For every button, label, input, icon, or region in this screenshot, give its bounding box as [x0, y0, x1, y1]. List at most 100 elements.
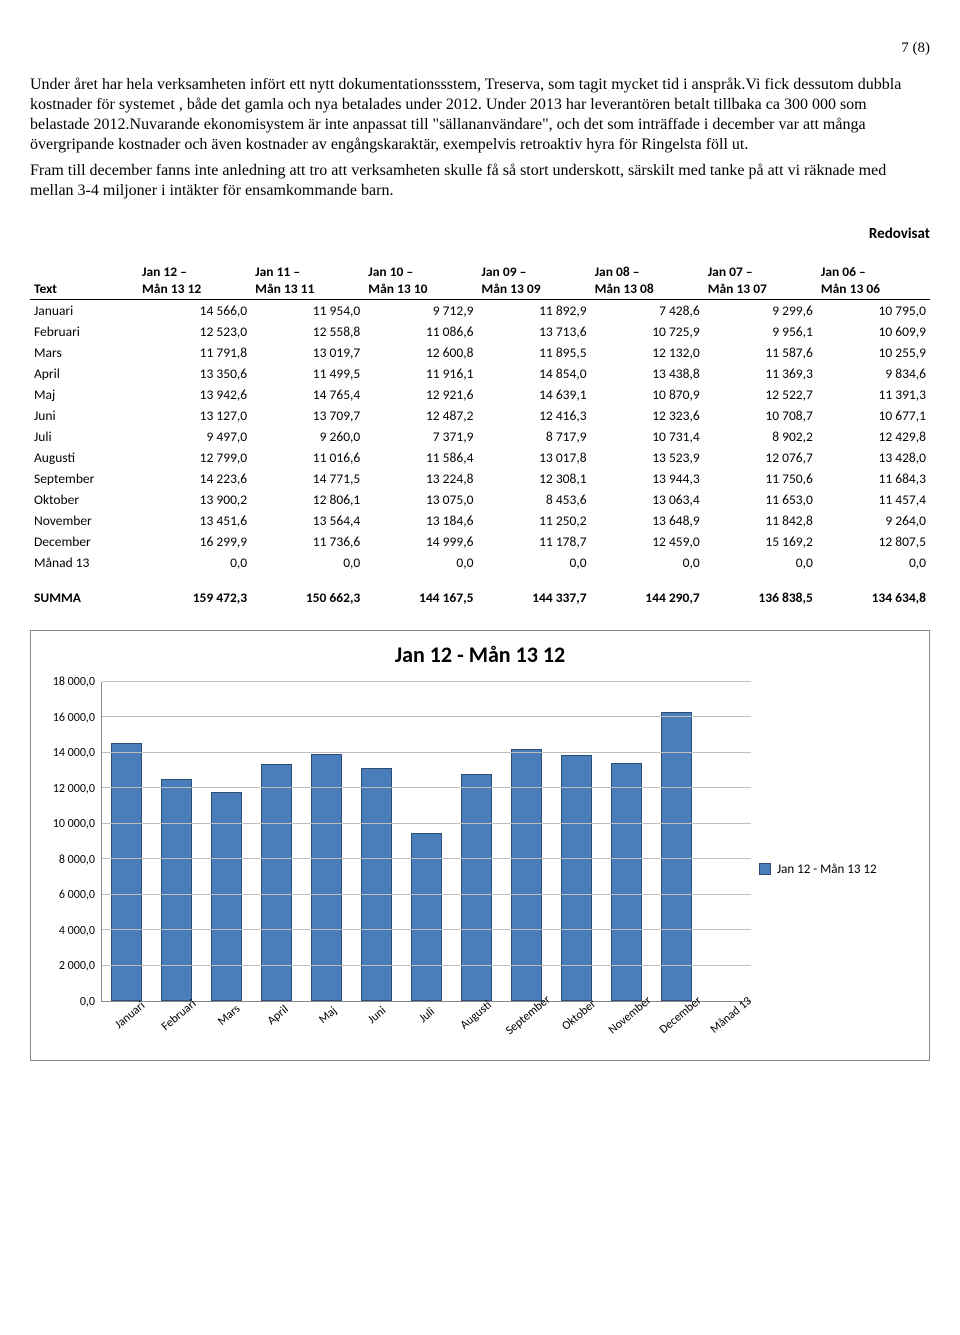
legend-swatch — [759, 863, 771, 875]
cell: 14 639,1 — [477, 384, 590, 405]
cell: 0,0 — [591, 552, 704, 573]
row-label: April — [30, 363, 138, 384]
cell: 13 648,9 — [591, 510, 704, 531]
row-label: Mars — [30, 342, 138, 363]
cell: 11 736,6 — [251, 531, 364, 552]
sum-cell: 159 472,3 — [138, 579, 251, 608]
paragraph-2: Fram till december fanns inte anledning … — [30, 161, 930, 201]
y-tick-label: 16 000,0 — [53, 711, 95, 725]
cell: 13 184,6 — [364, 510, 477, 531]
row-label: Januari — [30, 300, 138, 322]
cell: 0,0 — [817, 552, 930, 573]
bar-slot — [152, 682, 202, 1001]
header-col-2: Jan 10 –Mån 13 10 — [364, 261, 477, 300]
cell: 0,0 — [251, 552, 364, 573]
bar — [461, 774, 492, 1001]
cell: 14 999,6 — [364, 531, 477, 552]
header-col-6: Jan 06 –Mån 13 06 — [817, 261, 930, 300]
cell: 9 264,0 — [817, 510, 930, 531]
cell: 15 169,2 — [704, 531, 817, 552]
header-text: Text — [30, 261, 138, 300]
y-tick-label: 8 000,0 — [59, 853, 95, 867]
table-row: Juli9 497,09 260,07 371,98 717,910 731,4… — [30, 426, 930, 447]
y-tick-label: 10 000,0 — [53, 817, 95, 831]
row-label: Februari — [30, 321, 138, 342]
gridline — [102, 858, 751, 859]
gridline — [102, 929, 751, 930]
bar — [661, 712, 692, 1001]
cell: 12 416,3 — [477, 405, 590, 426]
cell: 11 791,8 — [138, 342, 251, 363]
cell: 0,0 — [138, 552, 251, 573]
cell: 12 807,5 — [817, 531, 930, 552]
cell: 14 771,5 — [251, 468, 364, 489]
cell: 9 712,9 — [364, 300, 477, 322]
cell: 11 895,5 — [477, 342, 590, 363]
cell: 10 255,9 — [817, 342, 930, 363]
row-label: December — [30, 531, 138, 552]
cell: 11 684,3 — [817, 468, 930, 489]
chart-x-labels: JanuariFebruariMarsAprilMajJuniJuliAugus… — [101, 1002, 751, 1054]
bar-slot — [102, 682, 152, 1001]
table-row: September14 223,614 771,513 224,812 308,… — [30, 468, 930, 489]
cell: 12 459,0 — [591, 531, 704, 552]
cell: 13 063,4 — [591, 489, 704, 510]
cell: 10 708,7 — [704, 405, 817, 426]
cell: 10 870,9 — [591, 384, 704, 405]
cell: 9 834,6 — [817, 363, 930, 384]
cell: 12 522,7 — [704, 384, 817, 405]
row-label: Månad 13 — [30, 552, 138, 573]
chart-y-axis: 0,02 000,04 000,06 000,08 000,010 000,01… — [39, 682, 101, 1002]
y-tick-label: 2 000,0 — [59, 959, 95, 973]
header-col-4: Jan 08 –Mån 13 08 — [591, 261, 704, 300]
table-row: Maj13 942,614 765,412 921,614 639,110 87… — [30, 384, 930, 405]
table-row: Oktober13 900,212 806,113 075,08 453,613… — [30, 489, 930, 510]
cell: 11 750,6 — [704, 468, 817, 489]
row-label: September — [30, 468, 138, 489]
bar-slot — [601, 682, 651, 1001]
gridline — [102, 716, 751, 717]
gridline — [102, 681, 751, 682]
cell: 12 132,0 — [591, 342, 704, 363]
data-table: Text Jan 12 –Mån 13 12 Jan 11 –Mån 13 11… — [30, 261, 930, 608]
cell: 13 709,7 — [251, 405, 364, 426]
cell: 12 429,8 — [817, 426, 930, 447]
table-row: Augusti12 799,011 016,611 586,413 017,81… — [30, 447, 930, 468]
y-tick-label: 18 000,0 — [53, 675, 95, 689]
cell: 7 428,6 — [591, 300, 704, 322]
cell: 11 178,7 — [477, 531, 590, 552]
cell: 10 731,4 — [591, 426, 704, 447]
cell: 12 921,6 — [364, 384, 477, 405]
gridline — [102, 965, 751, 966]
table-row: Månad 130,00,00,00,00,00,00,0 — [30, 552, 930, 573]
bar — [361, 768, 392, 1001]
cell: 11 586,4 — [364, 447, 477, 468]
cell: 9 260,0 — [251, 426, 364, 447]
cell: 11 954,0 — [251, 300, 364, 322]
sum-cell: 150 662,3 — [251, 579, 364, 608]
cell: 14 854,0 — [477, 363, 590, 384]
cell: 12 806,1 — [251, 489, 364, 510]
table-row: November13 451,613 564,413 184,611 250,2… — [30, 510, 930, 531]
row-label: Oktober — [30, 489, 138, 510]
cell: 9 956,1 — [704, 321, 817, 342]
y-tick-label: 12 000,0 — [53, 782, 95, 796]
header-col-3: Jan 09 –Mån 13 09 — [477, 261, 590, 300]
cell: 11 916,1 — [364, 363, 477, 384]
bar-slot — [651, 682, 701, 1001]
cell: 13 713,6 — [477, 321, 590, 342]
bar-slot — [202, 682, 252, 1001]
cell: 9 497,0 — [138, 426, 251, 447]
sum-cell: 144 167,5 — [364, 579, 477, 608]
y-tick-label: 14 000,0 — [53, 746, 95, 760]
bar — [111, 743, 142, 1001]
bar-slot — [252, 682, 302, 1001]
header-col-0: Jan 12 –Mån 13 12 — [138, 261, 251, 300]
cell: 0,0 — [704, 552, 817, 573]
cell: 13 350,6 — [138, 363, 251, 384]
cell: 7 371,9 — [364, 426, 477, 447]
sum-label: SUMMA — [30, 579, 138, 608]
chart-title: Jan 12 - Mån 13 12 — [31, 641, 929, 668]
cell: 12 487,2 — [364, 405, 477, 426]
bar-slot — [701, 682, 751, 1001]
